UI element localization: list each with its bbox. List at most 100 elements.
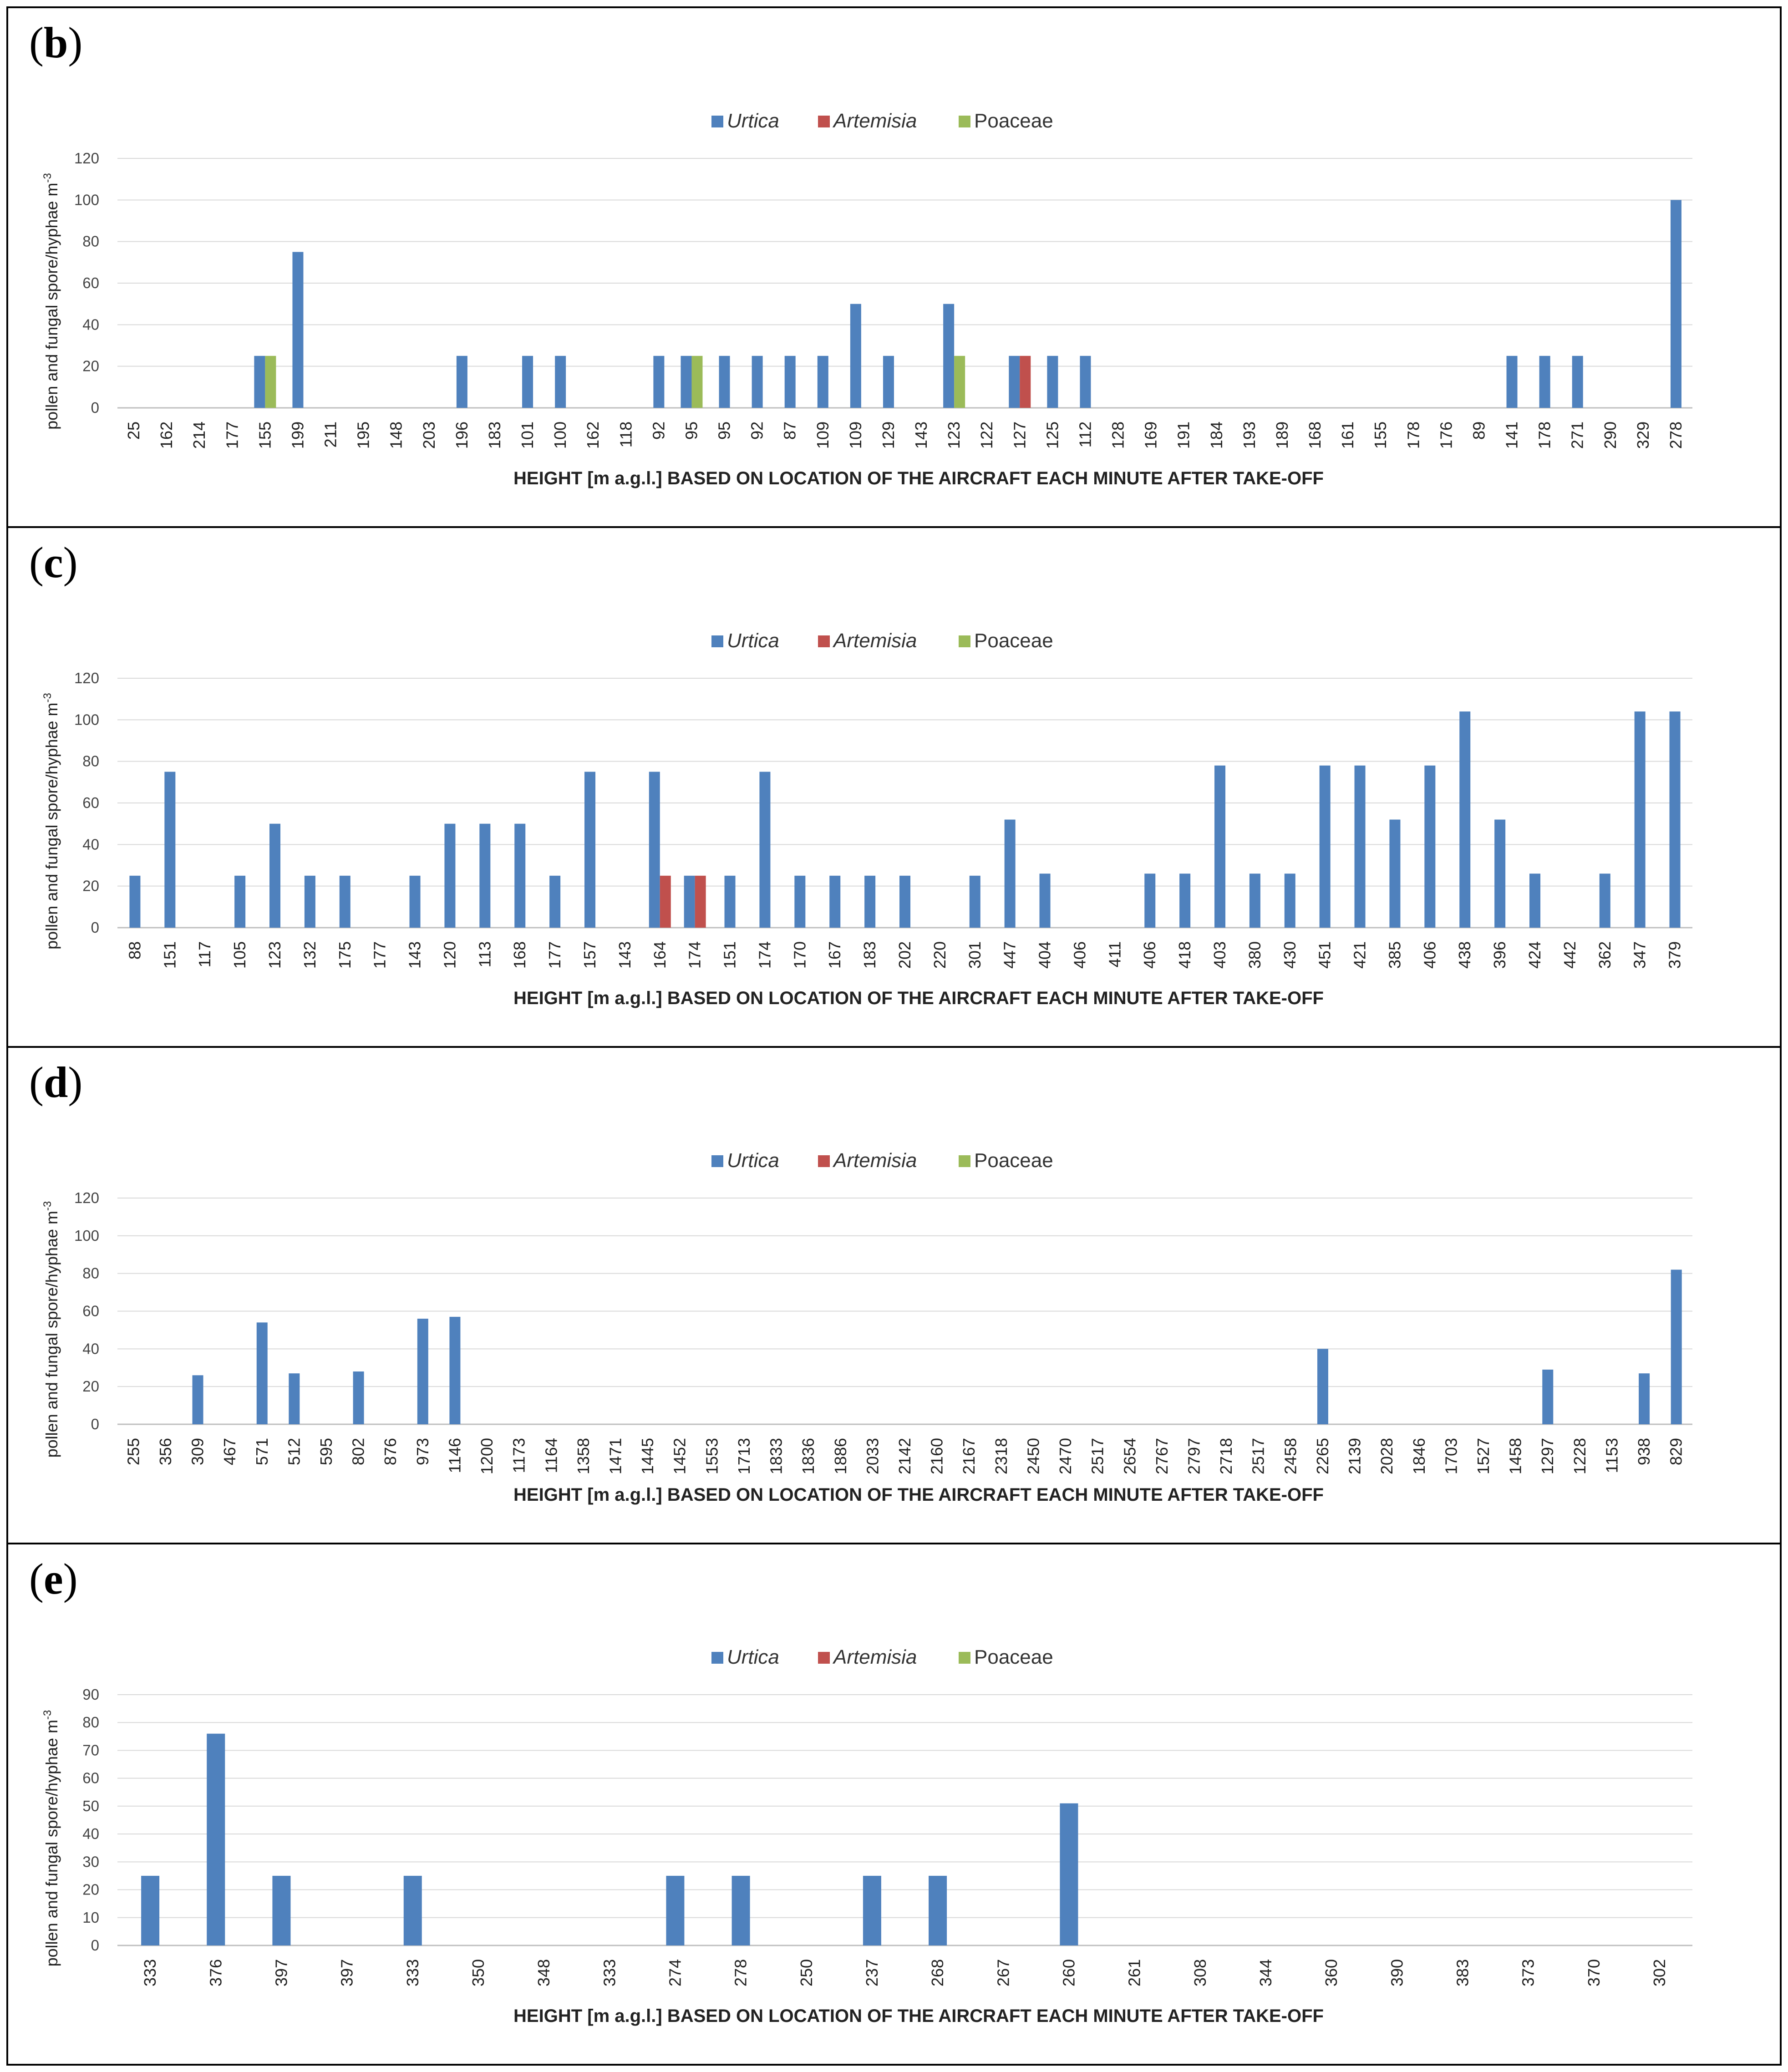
bar-urtica — [666, 1875, 685, 1945]
x-tick-label: 512 — [284, 1438, 303, 1465]
bar-urtica — [681, 355, 692, 408]
x-tick-label: 1297 — [1538, 1438, 1557, 1474]
y-tick-label: 60 — [82, 1770, 99, 1787]
y-tick-label: 70 — [82, 1742, 99, 1758]
x-tick-label: 301 — [965, 941, 984, 969]
x-tick-label: 1553 — [702, 1438, 721, 1474]
x-tick-label: 2517 — [1249, 1438, 1268, 1474]
bar-urtica — [1639, 1373, 1650, 1424]
x-axis-label: HEIGHT [m a.g.l.] BASED ON LOCATION OF T… — [513, 988, 1324, 1008]
panel-label: (e) — [29, 1554, 78, 1603]
x-tick-label: 373 — [1519, 1959, 1538, 1986]
x-tick-label: 199 — [288, 422, 307, 449]
y-tick-label: 80 — [82, 753, 99, 770]
y-tick-label: 100 — [74, 1227, 99, 1244]
y-tick-label: 60 — [82, 274, 99, 291]
y-tick-label: 120 — [74, 670, 99, 686]
panel-label: (b) — [29, 18, 83, 67]
x-tick-label: 1153 — [1602, 1438, 1621, 1473]
x-tick-label: 120 — [440, 941, 459, 969]
x-tick-label: 202 — [895, 941, 914, 969]
legend-label-poaceae: Poaceae — [974, 1646, 1053, 1668]
x-tick-label: 302 — [1650, 1959, 1669, 1986]
bar-poaceae — [265, 355, 276, 408]
legend-label-urtica: Urtica — [727, 630, 779, 652]
x-tick-label: 143 — [615, 941, 634, 969]
x-tick-label: 938 — [1635, 1438, 1653, 1465]
x-tick-label: 403 — [1210, 941, 1229, 969]
x-tick-label: 132 — [300, 941, 319, 969]
bar-urtica — [353, 1371, 364, 1424]
x-tick-label: 379 — [1666, 941, 1684, 969]
x-tick-label: 95 — [715, 422, 734, 440]
bar-urtica — [1249, 873, 1260, 928]
x-tick-label: 125 — [1043, 422, 1062, 449]
bar-urtica — [752, 355, 763, 408]
x-tick-label: 333 — [600, 1959, 619, 1986]
bar-urtica — [1004, 819, 1016, 928]
x-tick-label: 92 — [748, 422, 767, 440]
legend-swatch-urtica — [711, 1652, 723, 1664]
bar-urtica — [129, 875, 141, 928]
y-tick-label: 40 — [82, 1340, 99, 1357]
x-tick-label: 167 — [825, 941, 844, 969]
x-axis-label: HEIGHT [m a.g.l.] BASED ON LOCATION OF T… — [513, 1485, 1324, 1505]
x-tick-label: 151 — [160, 941, 179, 969]
x-tick-label: 2450 — [1024, 1438, 1042, 1474]
bar-urtica — [272, 1875, 291, 1945]
x-tick-label: 196 — [452, 422, 471, 449]
x-tick-label: 174 — [686, 941, 704, 969]
legend-swatch-poaceae — [959, 1155, 970, 1167]
x-tick-label: 211 — [321, 422, 340, 447]
chart-svg: Urtica Artemisia Poaceae 0 20 40 60 80 100 120 pol… — [41, 110, 1692, 488]
bar-urtica — [234, 875, 246, 928]
x-tick-label: 162 — [584, 422, 602, 449]
x-tick-label: 876 — [381, 1438, 400, 1465]
x-tick-label: 1445 — [638, 1438, 657, 1474]
x-tick-label: 404 — [1036, 941, 1054, 969]
bar-urtica — [1179, 873, 1191, 928]
bar-urtica — [829, 875, 841, 928]
bar-urtica — [1634, 711, 1646, 928]
chart-svg: Urtica Artemisia Poaceae 0 20 40 60 80 100 120 pol… — [41, 630, 1692, 1008]
x-tick-label: 1173 — [510, 1438, 528, 1473]
bar-urtica — [1669, 711, 1681, 928]
x-tick-label: 1527 — [1474, 1438, 1493, 1474]
bar-urtica — [1060, 1803, 1078, 1945]
bar-urtica — [649, 772, 660, 928]
bar-urtica — [794, 875, 806, 928]
bar-urtica — [1424, 765, 1436, 928]
x-tick-label: 829 — [1667, 1438, 1686, 1465]
x-tick-label: 143 — [406, 941, 424, 969]
bar-urtica — [684, 875, 695, 928]
x-tick-label: 2160 — [928, 1438, 946, 1474]
y-tick-label: 40 — [82, 316, 99, 333]
bar-artemisia — [695, 875, 706, 928]
x-tick-label: 105 — [230, 941, 249, 969]
x-tick-label: 168 — [1305, 422, 1324, 449]
x-tick-label: 250 — [797, 1959, 816, 1986]
bar-urtica — [269, 823, 280, 928]
y-tick-label: 40 — [82, 836, 99, 853]
bar-urtica — [479, 823, 491, 928]
bar-urtica — [1670, 200, 1681, 408]
x-tick-label: 2139 — [1346, 1438, 1364, 1474]
bar-urtica — [192, 1375, 203, 1424]
x-tick-label: 193 — [1240, 422, 1259, 449]
x-tick-label: 260 — [1059, 1959, 1078, 1986]
bar-urtica — [719, 355, 730, 408]
x-tick-label: 376 — [206, 1959, 225, 1986]
x-tick-label: 177 — [545, 941, 564, 969]
x-tick-label: 141 — [1503, 422, 1521, 449]
legend-label-poaceae: Poaceae — [974, 1149, 1053, 1172]
x-tick-label: 421 — [1351, 941, 1369, 969]
bar-urtica — [784, 355, 796, 408]
x-tick-label: 2517 — [1088, 1438, 1107, 1474]
x-tick-label: 25 — [124, 422, 143, 440]
y-tick-label: 80 — [82, 1265, 99, 1282]
x-tick-label: 101 — [518, 422, 537, 449]
legend-swatch-artemisia — [818, 635, 830, 647]
x-tick-label: 2033 — [863, 1438, 882, 1474]
x-tick-label: 129 — [879, 422, 898, 449]
x-tick-label: 2718 — [1217, 1438, 1235, 1474]
